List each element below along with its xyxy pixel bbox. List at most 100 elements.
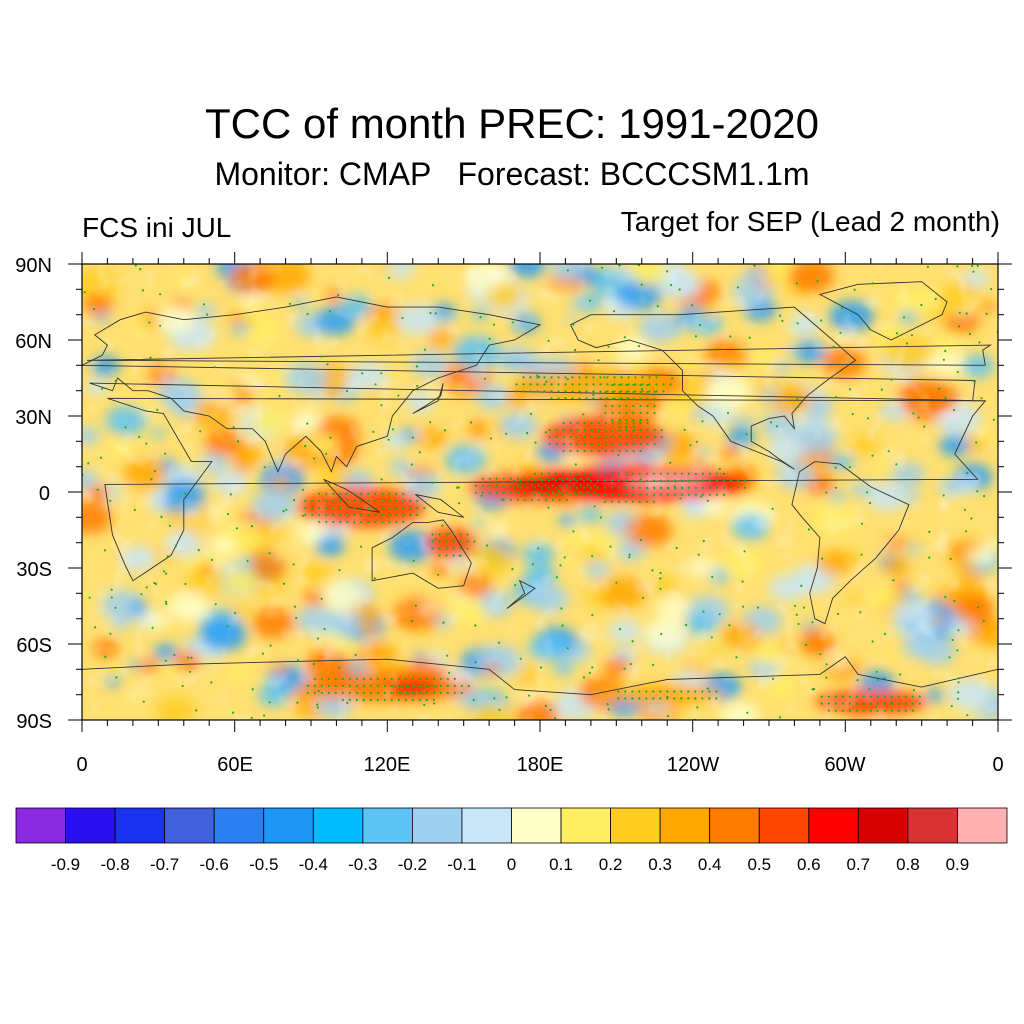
significance-dot	[874, 706, 878, 709]
significance-dot	[569, 449, 572, 453]
significance-dot	[620, 383, 623, 386]
significance-dot	[425, 691, 428, 695]
significance-dot	[473, 540, 476, 543]
significance-dot	[702, 610, 705, 613]
significance-dot	[618, 628, 622, 631]
significance-dot	[544, 491, 547, 494]
significance-dot	[646, 480, 649, 483]
colorbar-label: -0.3	[348, 855, 377, 874]
significance-dot	[607, 708, 610, 711]
significance-dot	[655, 376, 658, 379]
significance-dot	[639, 390, 642, 394]
significance-dot	[474, 491, 477, 494]
significance-dot	[563, 556, 566, 559]
significance-dot	[638, 472, 642, 475]
significance-dot	[434, 538, 437, 541]
significance-dot	[110, 588, 113, 591]
significance-dot	[638, 486, 642, 489]
significance-dot	[457, 486, 460, 489]
significance-dot	[640, 283, 643, 286]
significance-dot	[582, 472, 586, 475]
significance-dot	[591, 666, 594, 669]
significance-dot	[519, 479, 523, 482]
significance-dot	[617, 493, 621, 496]
significance-dot	[488, 337, 491, 340]
significance-dot	[489, 437, 493, 440]
significance-dot	[897, 695, 900, 698]
significance-dot	[571, 383, 574, 386]
significance-dot	[557, 383, 560, 386]
significance-dot	[611, 404, 614, 408]
significance-dot	[625, 397, 628, 401]
colorbar-label: -0.1	[447, 855, 476, 874]
significance-dot	[695, 480, 698, 483]
significance-dot	[593, 484, 596, 487]
significance-dot	[547, 506, 550, 509]
significance-dot	[572, 484, 575, 487]
colorbar-label: -0.6	[200, 855, 229, 874]
significance-dot	[624, 493, 628, 496]
significance-dot	[393, 508, 396, 511]
significance-dot	[603, 479, 607, 482]
significance-dot	[934, 297, 937, 301]
significance-dot	[133, 508, 136, 511]
significance-dot	[646, 397, 649, 401]
significance-dot	[545, 380, 548, 383]
colorbar-label: -0.7	[150, 855, 179, 874]
significance-dot	[509, 484, 512, 487]
significance-dot	[369, 684, 372, 688]
significance-dot	[481, 484, 484, 487]
colorbar-swatch	[709, 807, 760, 844]
colorbar-label: -0.8	[100, 855, 129, 874]
lat-label-60n: 60N	[15, 331, 52, 353]
significance-dot	[841, 709, 844, 712]
colorbar-swatch	[758, 807, 810, 844]
significance-dot	[653, 397, 656, 401]
significance-dot	[625, 428, 628, 432]
significance-dot	[646, 390, 649, 394]
significance-dot	[345, 390, 349, 393]
significance-dot	[583, 435, 586, 439]
significance-dot	[729, 486, 733, 489]
coastline	[82, 296, 986, 473]
significance-dot	[681, 480, 684, 483]
significance-dot	[859, 611, 862, 614]
significance-dot	[876, 702, 879, 705]
significance-dot	[139, 268, 142, 271]
significance-dot	[680, 697, 683, 700]
significance-dot	[583, 428, 586, 432]
colorbar: -0.9 -0.8 -0.7 -0.6 -0.5 -0.4 -0.3 -0.2 -0.1 0 0.1…	[15, 807, 1008, 874]
significance-dot	[538, 375, 541, 379]
significance-dot	[949, 557, 952, 561]
significance-dot	[381, 520, 384, 524]
significance-dot	[483, 377, 487, 380]
significance-dot	[320, 677, 323, 681]
significance-dot	[479, 316, 482, 319]
significance-dot	[383, 677, 386, 681]
significance-dot	[793, 604, 797, 607]
significance-dot	[432, 684, 435, 688]
significance-dot	[505, 696, 508, 699]
significance-dot	[680, 472, 684, 475]
axis-ticks	[68, 252, 1012, 732]
significance-dot	[571, 397, 574, 400]
coastline	[506, 579, 536, 609]
significance-dot	[548, 435, 551, 439]
significance-dot	[492, 323, 496, 326]
significance-dot	[418, 677, 421, 681]
significance-dot	[124, 426, 127, 429]
significance-dot	[432, 284, 435, 287]
significance-dot	[978, 341, 981, 344]
significance-dot	[575, 493, 579, 496]
significance-dot	[977, 606, 980, 609]
significance-dot	[694, 690, 697, 693]
colorbar-swatch	[411, 807, 463, 844]
significance-dot	[285, 508, 288, 511]
coastlines	[82, 281, 998, 696]
significance-dot	[592, 397, 595, 400]
significance-dot	[876, 695, 879, 698]
significance-dot	[660, 428, 663, 432]
significance-dot	[807, 528, 811, 531]
significance-dot	[376, 677, 379, 681]
significance-dot	[566, 647, 569, 650]
